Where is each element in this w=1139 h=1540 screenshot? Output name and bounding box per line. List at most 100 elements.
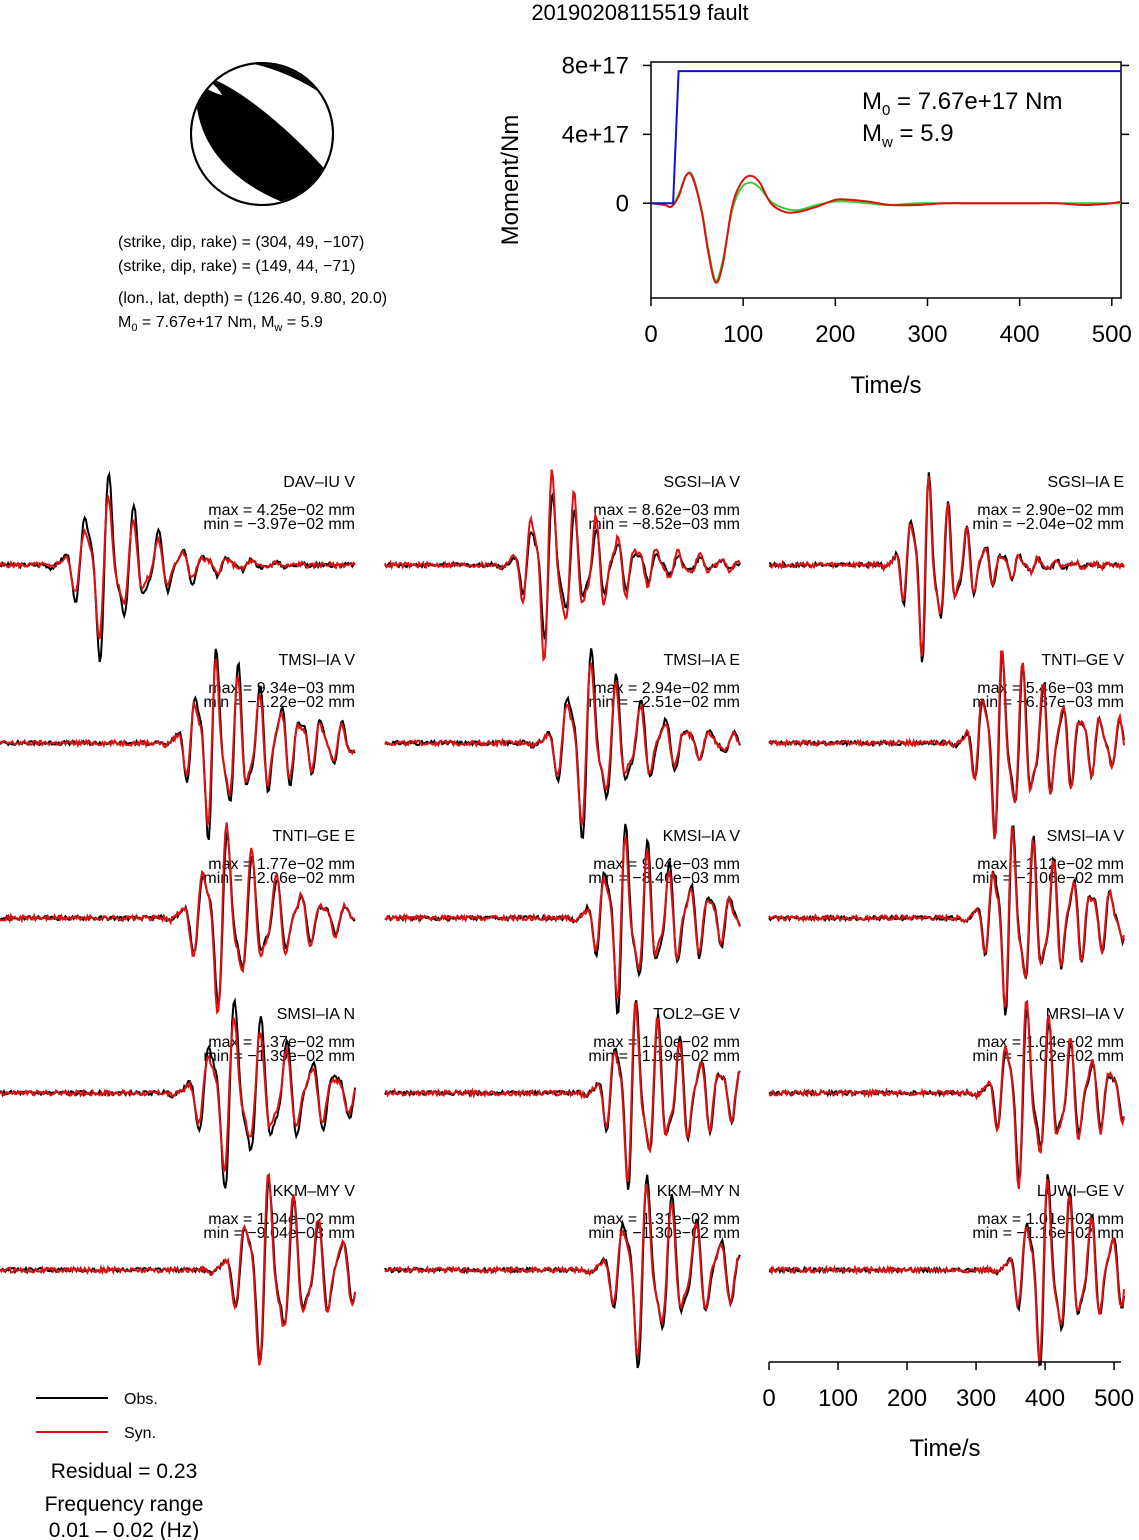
mechanism-line-1: (strike, dip, rake) = (304, 49, −107) <box>118 234 364 251</box>
waveform-syn-trace <box>0 822 356 1015</box>
waveform-obs-trace <box>768 472 1125 663</box>
moment-y-tick-label: 4e+17 <box>562 121 629 148</box>
waveform-syn-trace <box>384 1002 741 1183</box>
waveform-station-label: KKM–MY V <box>273 1183 356 1200</box>
waveform-min-label: min = −8.46e−03 mm <box>588 870 740 887</box>
waveform-x-tick-label: 500 <box>1094 1385 1134 1412</box>
waveform-syn-trace <box>768 650 1125 840</box>
waveform-x-tick-label: 300 <box>956 1385 996 1412</box>
moment-x-ticks: 0 100 200 300 400 500 <box>644 298 1132 348</box>
waveform-station-label: KMSI–IA V <box>663 828 741 845</box>
waveform-max-label: max = 2.90e−02 mm <box>977 502 1124 519</box>
mechanism-line-2: (strike, dip, rake) = (149, 44, −71) <box>118 258 355 275</box>
waveform-min-label: min = −2.06e−02 mm <box>203 870 355 887</box>
mechanism-line-4: M0 = 7.67e+17 Nm, Mw = 5.9 <box>118 314 323 334</box>
waveform-syn-trace <box>768 826 1125 1008</box>
moment-plot-frame <box>650 61 1122 299</box>
waveform-x-ticks: 0 100 200 300 400 500 <box>762 1362 1134 1412</box>
mechanism-line-3: (lon., lat, depth) = (126.40, 9.80, 20.0… <box>118 290 387 307</box>
legend: Obs. Syn. <box>36 1391 158 1442</box>
legend-syn-label: Syn. <box>124 1425 156 1442</box>
moment-x-tick-label: 200 <box>815 321 855 348</box>
waveform-syn-trace <box>384 662 741 826</box>
waveform-x-tick-label: 100 <box>818 1385 858 1412</box>
moment-y-axis-label: Moment/Nm <box>497 115 524 246</box>
waveform-station-label: SGSI–IA V <box>664 474 741 491</box>
waveform-min-label: min = −3.97e−02 mm <box>203 516 355 533</box>
legend-obs-label: Obs. <box>124 1391 158 1408</box>
waveform-syn-trace <box>0 658 356 828</box>
residual-text: Residual = 0.23 <box>51 1460 198 1483</box>
frequency-range-value: 0.01 – 0.02 (Hz) <box>49 1519 200 1540</box>
waveform-min-label: min = −2.04e−02 mm <box>972 516 1124 533</box>
waveform-max-label: max = 4.25e−02 mm <box>208 502 355 519</box>
moment-y-tick-label: 0 <box>616 190 629 217</box>
waveform-min-label: min = −2.51e−02 mm <box>588 694 740 711</box>
waveform-time-axis: 0 100 200 300 400 500 Time/s <box>762 1361 1134 1462</box>
waveform-x-axis-label: Time/s <box>909 1435 980 1462</box>
waveform-min-label: min = −1.02e−02 mm <box>972 1048 1124 1065</box>
moment-x-tick-label: 0 <box>644 321 657 348</box>
waveform-station-label: LUWI–GE V <box>1037 1183 1124 1200</box>
moment-x-axis-label: Time/s <box>850 372 921 399</box>
waveform-syn-trace <box>768 999 1125 1190</box>
waveform-obs-trace <box>384 1174 741 1369</box>
moment-series-red <box>650 172 1122 284</box>
waveform-max-label: max = 8.62e−03 mm <box>593 502 740 519</box>
waveform-obs-trace <box>384 823 741 1015</box>
moment-x-tick-label: 400 <box>1000 321 1040 348</box>
waveform-station-label: DAV–IU V <box>283 474 355 491</box>
waveform-station-label: SMSI–IA V <box>1047 828 1125 845</box>
waveform-max-label: max = 1.37e−02 mm <box>208 1034 355 1051</box>
moment-plot: 0 4e+17 8e+17 0 100 200 300 400 500 Moment/Nm T… <box>497 52 1132 399</box>
waveform-station-label: TOL2–GE V <box>653 1006 740 1023</box>
waveform-min-label: min = −1.39e−02 mm <box>203 1048 355 1065</box>
waveform-x-tick-label: 0 <box>762 1385 775 1412</box>
waveform-station-label: TMSI–IA E <box>664 652 740 669</box>
frequency-range-title: Frequency range <box>45 1493 204 1516</box>
moment-m0-annotation: M0 = 7.67e+17 Nm <box>862 88 1062 119</box>
moment-y-tick-label: 8e+17 <box>562 52 629 79</box>
waveform-station-label: TNTI–GE V <box>1041 652 1124 669</box>
waveform-syn-trace <box>384 835 741 999</box>
moment-x-tick-label: 100 <box>723 321 763 348</box>
focal-mechanism-beachball <box>190 62 334 206</box>
waveform-syn-trace <box>0 1017 356 1174</box>
waveform-syn-trace <box>384 1182 741 1359</box>
waveform-min-label: min = −6.87e−03 mm <box>972 694 1124 711</box>
mechanism-info: (strike, dip, rake) = (304, 49, −107) (s… <box>118 234 387 334</box>
moment-y-ticks: 0 4e+17 8e+17 <box>562 52 1129 217</box>
waveform-syn-trace <box>768 476 1125 657</box>
waveform-station-label: MRSI–IA V <box>1046 1006 1125 1023</box>
waveform-x-tick-label: 200 <box>887 1385 927 1412</box>
moment-x-tick-label: 500 <box>1092 321 1132 348</box>
waveform-min-label: min = −8.52e−03 mm <box>588 516 740 533</box>
waveform-station-label: TNTI–GE E <box>272 828 355 845</box>
waveform-min-label: min = −1.16e−02 mm <box>972 1225 1124 1242</box>
waveform-syn-trace <box>0 1172 356 1366</box>
waveform-syn-trace <box>0 495 356 640</box>
waveform-obs-trace <box>768 825 1125 1016</box>
waveform-syn-trace <box>768 1178 1125 1363</box>
waveform-x-tick-label: 400 <box>1025 1385 1065 1412</box>
waveform-min-label: min = −9.04e−03 mm <box>203 1225 355 1242</box>
waveform-station-label: KKM–MY N <box>657 1183 740 1200</box>
waveform-syn-trace <box>384 469 741 663</box>
figure-title: 20190208115519 fault <box>531 0 748 25</box>
waveform-max-label: max = 5.46e−03 mm <box>977 680 1124 697</box>
waveform-station-label: SMSI–IA N <box>277 1006 355 1023</box>
moment-series-blue <box>651 70 1121 205</box>
